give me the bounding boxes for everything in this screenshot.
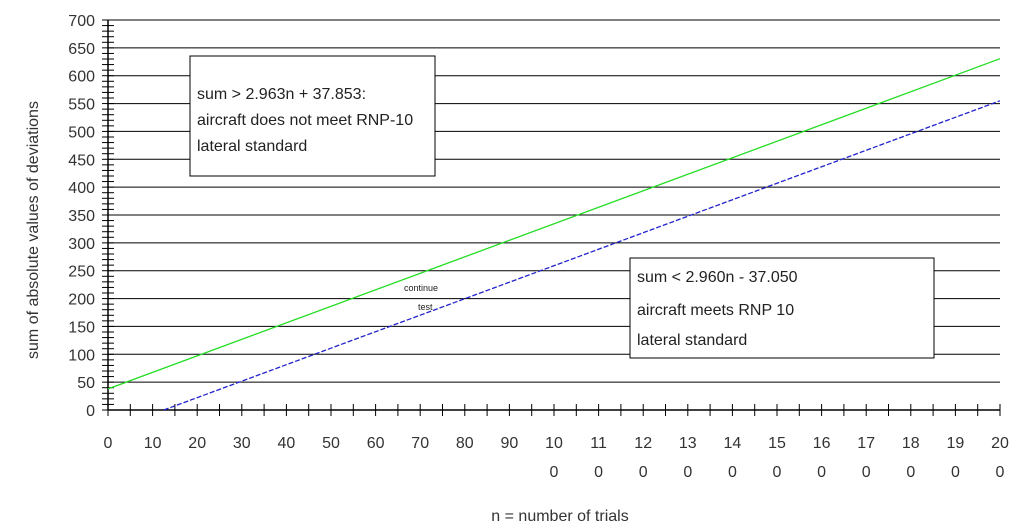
x-tick-label: 30 bbox=[233, 435, 251, 452]
middle-annotation: continue test bbox=[404, 283, 438, 312]
y-tick-label: 700 bbox=[68, 13, 95, 30]
y-tick-label: 600 bbox=[68, 69, 95, 86]
x-tick-label: 0 bbox=[683, 464, 692, 481]
x-tick-label: 0 bbox=[996, 464, 1005, 481]
y-tick-label: 650 bbox=[68, 41, 95, 58]
y-axis-title: sum of absolute values of deviations bbox=[25, 101, 42, 359]
x-tick-label: 0 bbox=[104, 435, 113, 452]
upper-box-line-3: lateral standard bbox=[197, 138, 307, 155]
x-tick-label: 0 bbox=[862, 464, 871, 481]
upper-annotation-box: sum > 2.963n + 37.853: aircraft does not… bbox=[189, 55, 436, 177]
x-tick-label: 50 bbox=[322, 435, 340, 452]
x-tick-label: 0 bbox=[728, 464, 737, 481]
x-tick-label: 16 bbox=[813, 435, 831, 452]
x-tick-label: 10 bbox=[545, 435, 563, 452]
y-tick-label: 450 bbox=[68, 152, 95, 169]
x-tick-label: 17 bbox=[857, 435, 875, 452]
x-tick-label: 60 bbox=[367, 435, 385, 452]
x-tick-label: 90 bbox=[501, 435, 519, 452]
y-tick-label: 0 bbox=[86, 403, 95, 420]
x-tick-label: 40 bbox=[278, 435, 296, 452]
lower-box-line-2: aircraft meets RNP 10 bbox=[637, 302, 794, 319]
lower-box-line-1: sum < 2.960n - 37.050 bbox=[637, 269, 798, 286]
x-tick-label: 0 bbox=[550, 464, 559, 481]
x-tick-label: 20 bbox=[991, 435, 1009, 452]
x-tick-label: 0 bbox=[817, 464, 826, 481]
lower-annotation-box: sum < 2.960n - 37.050 aircraft meets RNP… bbox=[629, 257, 935, 359]
x-tick-label: 70 bbox=[411, 435, 429, 452]
x-tick-label: 0 bbox=[906, 464, 915, 481]
middle-note-line-1: continue bbox=[404, 283, 438, 293]
lower-box-line-3: lateral standard bbox=[637, 332, 747, 349]
series-lines bbox=[107, 58, 1001, 411]
x-tick-label: 14 bbox=[724, 435, 742, 452]
y-tick-label: 300 bbox=[68, 236, 95, 253]
y-tick-label: 350 bbox=[68, 208, 95, 225]
upper-box-line-2: aircraft does not meet RNP-10 bbox=[197, 112, 413, 129]
series-line-2 bbox=[163, 100, 1001, 411]
y-tick-label: 400 bbox=[68, 180, 95, 197]
middle-note-line-2: test bbox=[418, 302, 433, 312]
series-line-1 bbox=[107, 58, 1001, 390]
x-tick-label: 80 bbox=[456, 435, 474, 452]
x-tick-labels: 0 10 20 30 40 50 60 70 80 90 100110120130140150160… bbox=[104, 435, 1009, 481]
y-tick-labels: 0 50 100 150 200 250 300 350 400 450 500 550 600 650 7… bbox=[68, 13, 95, 420]
x-tick-label: 20 bbox=[188, 435, 206, 452]
axes bbox=[102, 19, 1001, 416]
y-tick-label: 50 bbox=[77, 375, 95, 392]
x-tick-label: 15 bbox=[768, 435, 786, 452]
x-tick-label: 11 bbox=[590, 435, 607, 452]
x-tick-label: 0 bbox=[594, 464, 603, 481]
y-tick-label: 500 bbox=[68, 124, 95, 141]
x-tick-label: 12 bbox=[634, 435, 652, 452]
x-tick-label: 10 bbox=[144, 435, 162, 452]
x-tick-label: 0 bbox=[773, 464, 782, 481]
x-axis-title: n = number of trials bbox=[491, 508, 628, 525]
y-tick-label: 100 bbox=[68, 347, 95, 364]
x-tick-label: 0 bbox=[639, 464, 648, 481]
x-tick-label: 19 bbox=[947, 435, 965, 452]
y-tick-label: 550 bbox=[68, 97, 95, 114]
y-tick-label: 250 bbox=[68, 264, 95, 281]
x-tick-label: 0 bbox=[951, 464, 960, 481]
x-tick-label: 13 bbox=[679, 435, 697, 452]
y-tick-label: 150 bbox=[68, 319, 95, 336]
y-tick-label: 200 bbox=[68, 292, 95, 309]
upper-box-line-1: sum > 2.963n + 37.853: bbox=[197, 86, 366, 103]
x-tick-label: 18 bbox=[902, 435, 920, 452]
